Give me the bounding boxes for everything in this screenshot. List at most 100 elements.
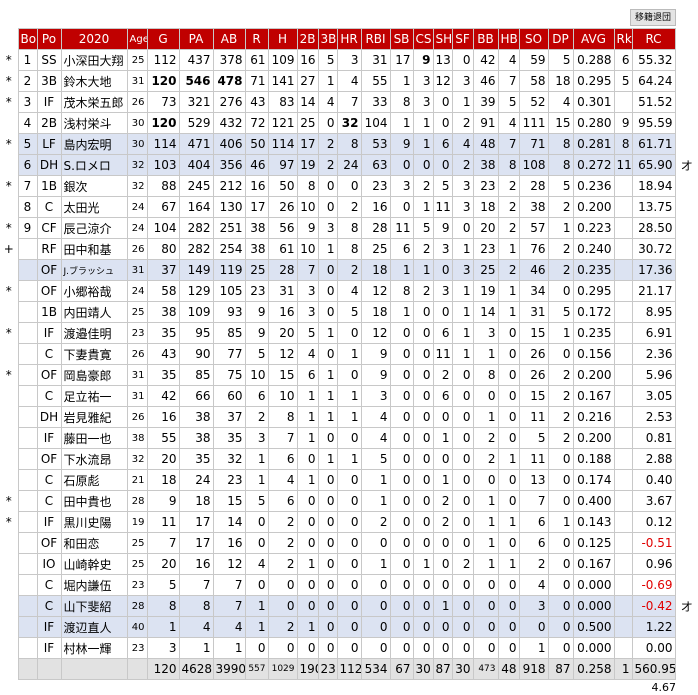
table-cell: 254 (212, 238, 246, 260)
table-row: * 9 CF 辰己涼介 24 104 282 251 38 56 9 3 8 28 11 5 9 0 20 2 57 1 0… (0, 217, 698, 239)
table-cell: 1 (317, 406, 338, 428)
table-cell: 3 (432, 280, 453, 302)
header-cell: SB (389, 28, 414, 50)
table-cell: 1 (547, 217, 574, 239)
table-cell: 0 (412, 532, 434, 554)
table-cell: 1 (497, 511, 520, 533)
table-cell: 31 (126, 259, 148, 281)
table-cell: 13.75 (631, 196, 676, 218)
table-cell: 16 (360, 196, 391, 218)
table-cell: 8 (336, 238, 362, 260)
row-mark: * (5, 95, 12, 109)
table-cell: 1B (36, 175, 62, 197)
table-cell: 1 (212, 637, 246, 659)
table-cell (17, 301, 38, 323)
table-cell: 30 (126, 133, 148, 155)
row-mark: * (5, 221, 12, 235)
table-cell: 15 (547, 112, 574, 134)
table-cell: 23 (317, 658, 338, 680)
table-cell: C (36, 385, 62, 407)
table-cell (613, 385, 633, 407)
table-cell: 212 (212, 175, 246, 197)
spacer (675, 491, 698, 512)
table-cell: 3 (518, 595, 549, 617)
table-cell: 3 (244, 427, 269, 449)
table-cell: 38 (518, 196, 549, 218)
table-cell: 0.188 (572, 448, 615, 470)
table-cell: 356 (212, 154, 246, 176)
table-cell: 2 (267, 616, 298, 638)
spacer (675, 659, 698, 680)
spacer (0, 113, 18, 134)
table-cell: 0 (317, 175, 338, 197)
header-cell: CS (412, 28, 434, 50)
table-cell (17, 532, 38, 554)
table-cell (17, 658, 38, 680)
table-cell: 4 (296, 343, 319, 365)
table-cell: 103 (146, 154, 180, 176)
table-cell: 1 (547, 322, 574, 344)
table-cell: 55 (360, 70, 391, 92)
table-cell: 0 (336, 511, 362, 533)
table-cell: 0 (451, 637, 474, 659)
table-cell: 0 (296, 574, 319, 596)
table-cell: 8 (389, 280, 414, 302)
table-cell: 1 (317, 238, 338, 260)
spacer (675, 71, 698, 92)
table-cell: 3 (317, 217, 338, 239)
table-cell (613, 427, 633, 449)
table-cell: 57 (518, 217, 549, 239)
table-cell: C (36, 574, 62, 596)
table-cell (613, 448, 633, 470)
table-cell: 11 (389, 217, 414, 239)
table-cell: 14 (212, 511, 246, 533)
table-cell: 0 (412, 637, 434, 659)
table-cell: 25 (126, 301, 148, 323)
table-cell: 9 (613, 112, 633, 134)
table-cell: 404 (178, 154, 214, 176)
table-cell: 8 (389, 91, 414, 113)
table-cell: 2 (547, 406, 574, 428)
table-cell: 2 (336, 259, 362, 281)
table-row: C 堀内謙伍 23 5 7 7 0 0 0 0 0 0 0 0 0 0 0 0 4 0 0.000 -0.69 (0, 574, 698, 596)
table-cell: 17.36 (631, 259, 676, 281)
table-row: * IF 黒川史陽 19 11 17 14 0 2 0 0 0 2 0 0 2 0 1 1 6 1 0.143 0.12 (0, 511, 698, 533)
table-cell: 30 (126, 112, 148, 134)
table-cell: 0 (336, 574, 362, 596)
table-cell: 529 (178, 112, 214, 134)
table-cell: 26 (126, 406, 148, 428)
table-cell: 7 (497, 133, 520, 155)
table-cell: 8 (547, 133, 574, 155)
table-cell: 105 (212, 280, 246, 302)
table-row: C 山下斐紹 28 8 8 7 1 0 0 0 0 0 0 0 1 0 0 0 3 0 0.000 -0.42 オ (0, 595, 698, 617)
spacer (0, 533, 18, 554)
table-cell: 71 (244, 70, 269, 92)
table-cell: 55 (146, 427, 180, 449)
spacer (0, 197, 18, 218)
table-cell: 120 (146, 70, 180, 92)
table-cell: 2 (317, 154, 338, 176)
table-row: 4 2B 浅村栄斗 30 120 529 432 72 121 25 0 32 104 1 1 0 2 91 4 11… (0, 112, 698, 134)
table-cell: 0 (360, 574, 391, 596)
row-mark: * (5, 53, 12, 67)
table-cell: 1.22 (631, 616, 676, 638)
table-cell: 8 (146, 595, 180, 617)
table-cell: 32 (212, 448, 246, 470)
table-cell: 8 (267, 406, 298, 428)
table-cell: 1 (472, 343, 499, 365)
table-cell: 97 (267, 154, 298, 176)
table-cell: 7 (497, 70, 520, 92)
table-cell: 0.288 (572, 49, 615, 71)
table-cell: 0 (451, 532, 474, 554)
table-cell: 0.143 (572, 511, 615, 533)
row-mark: * (5, 284, 12, 298)
button[interactable]: 移籍退団 (630, 9, 676, 26)
table-cell: 16 (296, 49, 319, 71)
row-mark: * (5, 179, 12, 193)
table-cell: 12 (360, 280, 391, 302)
table-cell: 1 (412, 112, 434, 134)
table-row: C 下妻貴寛 26 43 90 77 5 12 4 0 1 9 0 0 11 1 1 0 26 0 0.156 2.36 (0, 343, 698, 365)
table-cell: 岡島豪郎 (60, 364, 128, 386)
table-cell: 1 (389, 70, 414, 92)
table-cell: 0 (336, 490, 362, 512)
